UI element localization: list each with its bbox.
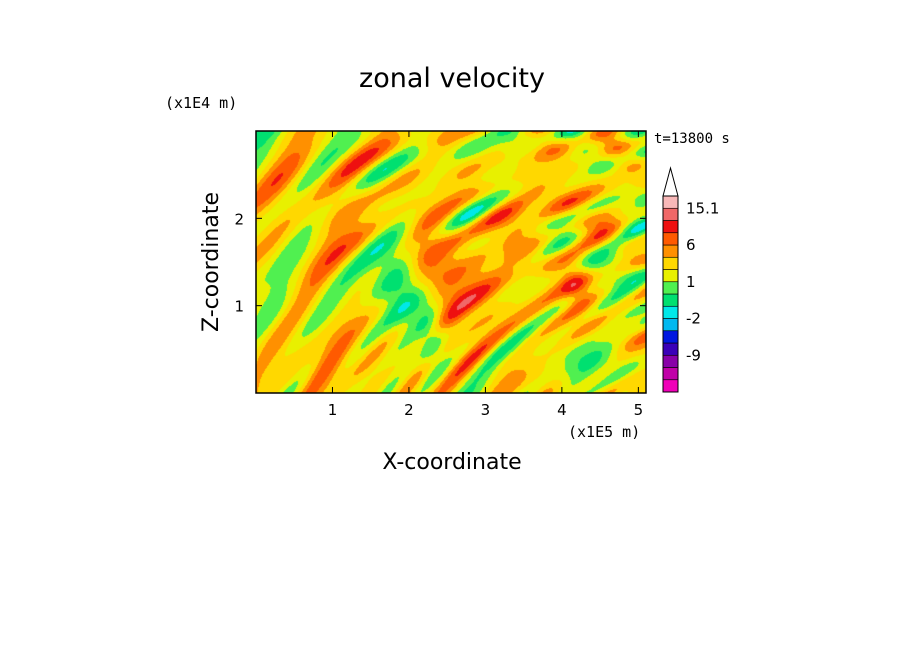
y-axis-ticks: 12: [234, 210, 646, 316]
colorbar-swatch: [662, 256, 679, 270]
colorbar-label: 6: [686, 236, 696, 254]
colorbar-frame: [662, 195, 679, 393]
colorbar-swatch: [662, 342, 679, 356]
y-axis-unit: (x1E4 m): [165, 94, 237, 112]
colorbar-label: 15.1: [686, 199, 719, 217]
y-tick-label: 2: [234, 210, 244, 228]
colorbar-swatch: [662, 269, 679, 283]
colorbar-swatch: [662, 232, 679, 246]
colorbar: 15.1 6 1 -2 -9: [662, 166, 719, 393]
x-axis-ticks: 1 2 3 4 5: [328, 131, 643, 419]
x-axis-unit: (x1E5 m): [568, 423, 640, 441]
colorbar-swatch: [662, 293, 679, 307]
colorbar-swatch: [662, 367, 679, 381]
colorbar-swatch: [662, 379, 679, 393]
time-label: t=13800 s: [654, 131, 730, 147]
plot-frame: [255, 130, 647, 394]
colorbar-swatch: [662, 318, 679, 332]
colorbar-swatch: [662, 305, 679, 319]
y-axis-label: Z-coordinate: [199, 192, 224, 332]
x-tick-label: 2: [404, 401, 414, 419]
colorbar-label: -2: [686, 310, 701, 328]
colorbar-swatch: [662, 354, 679, 368]
x-tick-label: 1: [328, 401, 338, 419]
colorbar-swatch: [662, 330, 679, 344]
colorbar-label: 1: [686, 273, 696, 291]
heatmap-image: [256, 131, 646, 393]
colorbar-swatch: [662, 195, 679, 209]
colorbar-swatch: [662, 281, 679, 295]
y-tick-label: 1: [234, 298, 244, 316]
x-axis-label: X-coordinate: [382, 450, 521, 475]
chart-title: zonal velocity: [359, 63, 545, 94]
colorbar-swatch: [662, 220, 679, 234]
x-tick-label: 4: [557, 401, 567, 419]
x-tick-label: 5: [634, 401, 644, 419]
colorbar-swatch: [662, 244, 679, 258]
colorbar-extend-arrow: [662, 166, 679, 197]
heatmap-field: [256, 131, 646, 393]
colorbar-label: -9: [686, 346, 701, 364]
colorbar-swatch: [662, 207, 679, 221]
x-tick-label: 3: [481, 401, 491, 419]
